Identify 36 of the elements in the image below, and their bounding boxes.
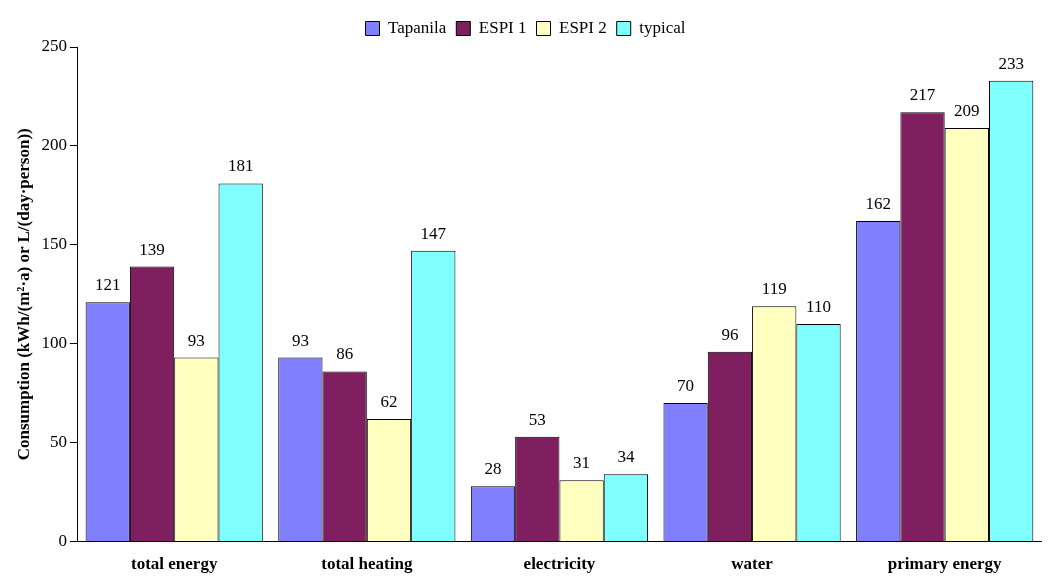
data-label: 31 [573, 453, 591, 473]
y-tick-label: 50 [49, 432, 67, 452]
data-label: 139 [139, 239, 165, 259]
data-label: 53 [528, 409, 546, 429]
y-tick-label: 200 [41, 135, 67, 155]
data-label: 119 [761, 279, 787, 299]
data-label: 233 [998, 53, 1024, 73]
data-label: 62 [380, 391, 398, 411]
data-label: 96 [721, 324, 739, 344]
y-tick-label: 100 [41, 333, 67, 353]
data-label: 162 [865, 194, 891, 214]
data-label: 209 [954, 101, 980, 121]
y-tick-label: 150 [41, 234, 67, 254]
y-tick-label: 250 [41, 36, 67, 56]
y-axis-title: Consumption (kWh/(m²·a) or L/(day·person)) [13, 128, 33, 461]
data-label: 217 [909, 85, 936, 105]
y-tick-label: 0 [58, 531, 67, 551]
data-label: 121 [95, 275, 121, 295]
data-label: 147 [420, 223, 447, 243]
legend-label: Tapanila [388, 17, 447, 37]
x-tick-label: total heating [321, 554, 413, 574]
x-tick-label: electricity [523, 554, 596, 574]
data-label: 93 [187, 330, 205, 350]
x-tick-label: water [731, 554, 774, 574]
data-label: 86 [336, 344, 354, 364]
data-label: 181 [227, 156, 254, 176]
data-label: 70 [677, 376, 695, 396]
data-label: 93 [291, 330, 309, 350]
legend-label: ESPI 1 [478, 17, 527, 37]
legend-label: typical [639, 17, 686, 37]
legend-label: ESPI 2 [559, 17, 607, 37]
data-label: 28 [484, 459, 502, 479]
x-tick-label: primary energy [887, 554, 1003, 574]
data-label: 34 [617, 447, 635, 467]
x-tick-label: total energy [131, 554, 218, 574]
data-label: 110 [806, 296, 831, 316]
